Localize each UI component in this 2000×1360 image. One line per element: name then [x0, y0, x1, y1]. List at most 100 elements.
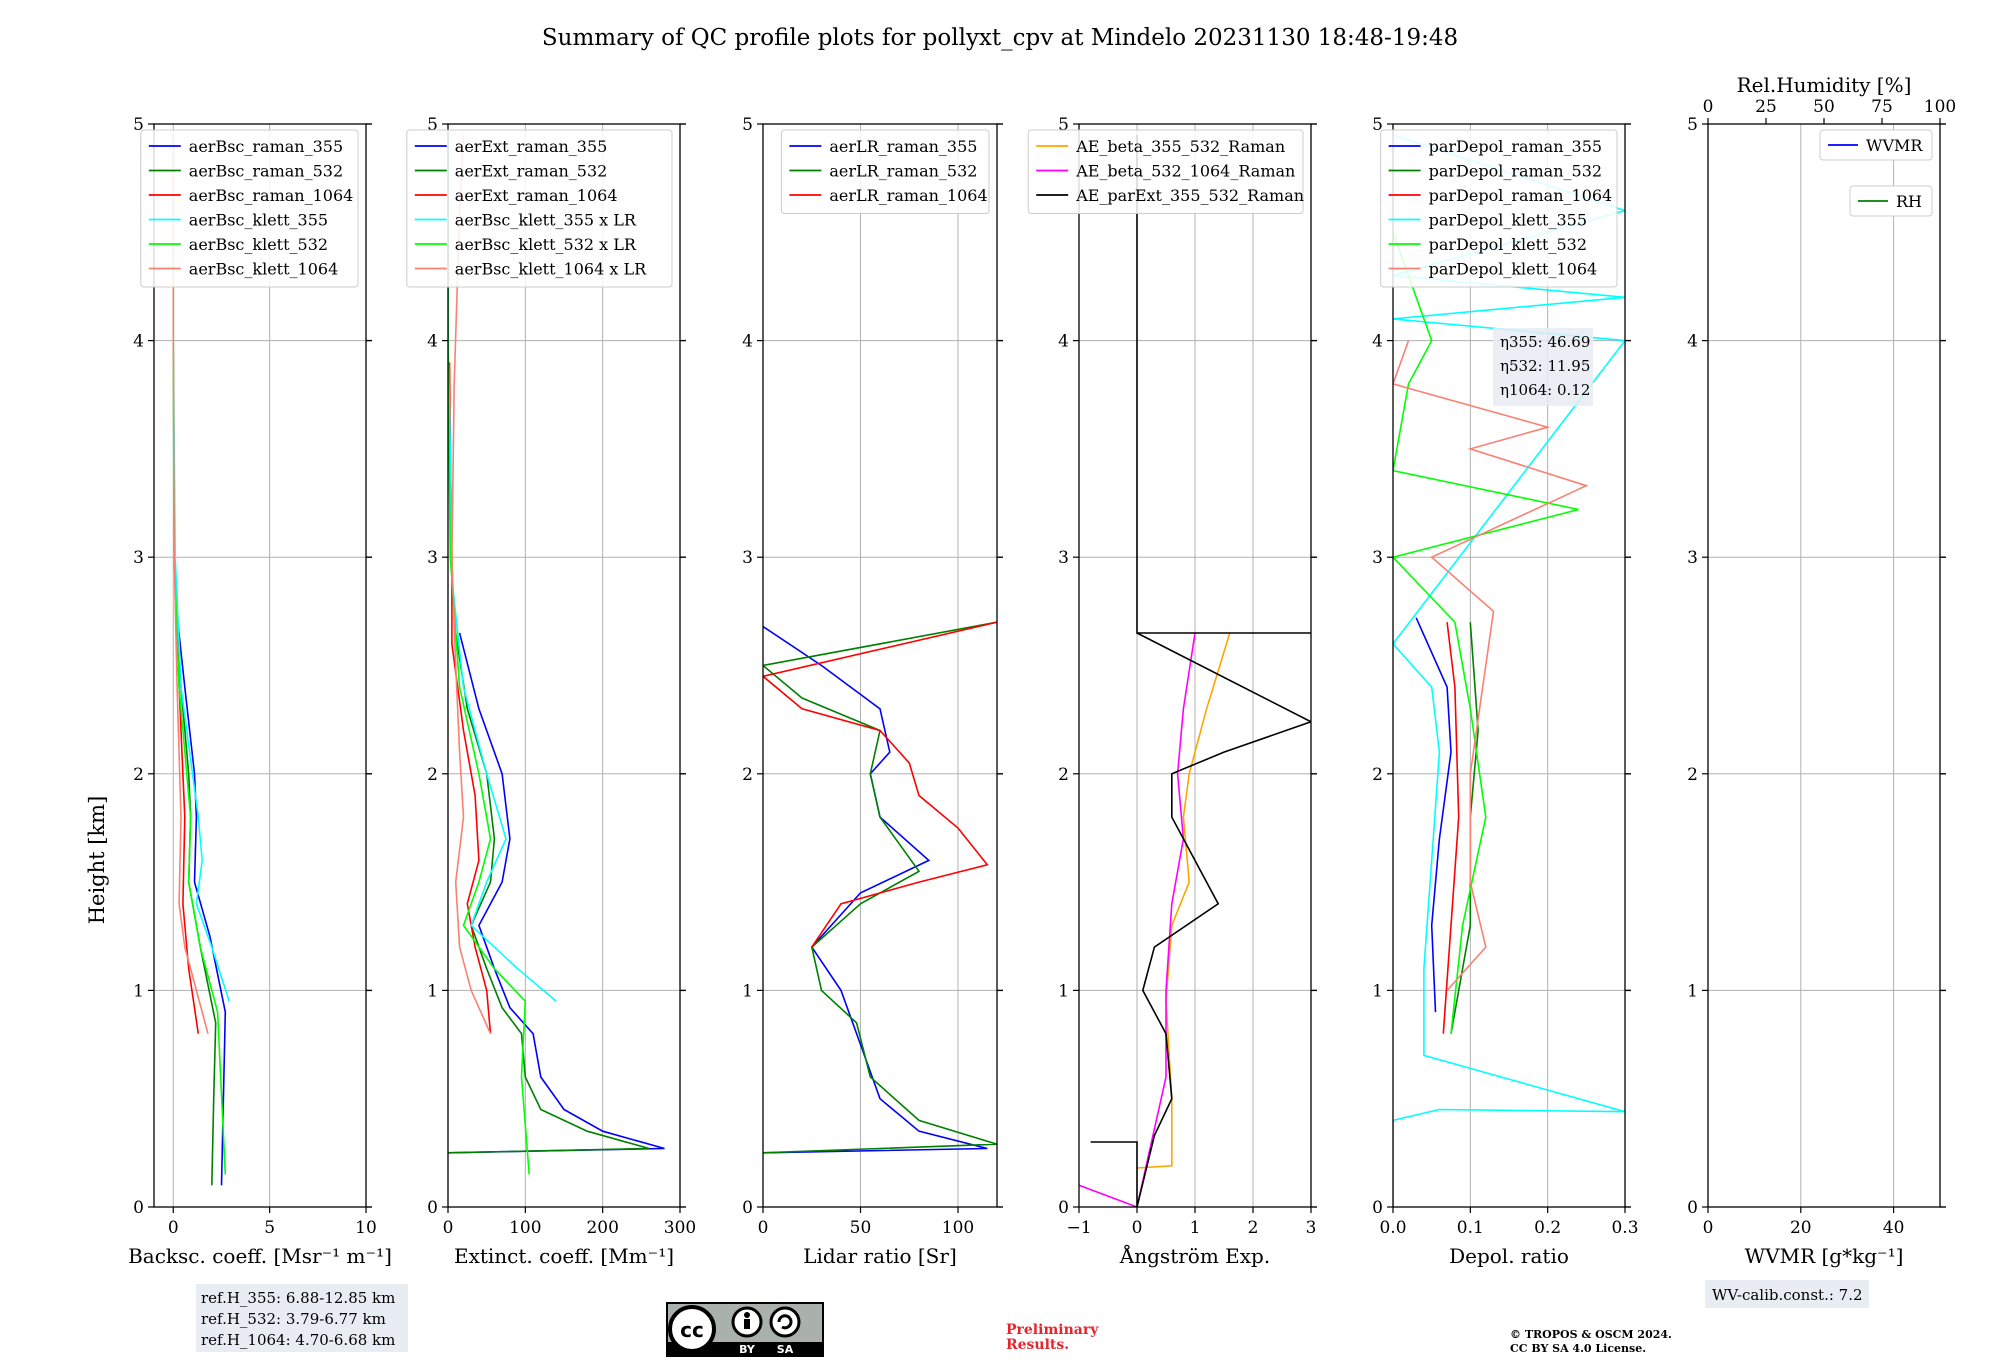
y-tick-label: 0 [133, 1198, 144, 1218]
x-axis-label: WVMR [g*kg⁻¹] [1745, 1244, 1904, 1268]
series-line-aerbsc-klett-1064-x-lr [451, 134, 492, 1035]
cc-by-sa-icon: cc BY SA [666, 1302, 824, 1357]
preliminary-line-1: Preliminary [1006, 1322, 1099, 1338]
series-line-pardepol-raman-1064 [1442, 622, 1460, 1034]
series-line-aerbsc-klett-532-x-lr [448, 134, 530, 1175]
x2-axis-label: Rel.Humidity [%] [1737, 73, 1912, 97]
legend-label: aerBsc_klett_532 x LR [455, 235, 637, 254]
svg-text:η355: 46.69: η355: 46.69 [1500, 333, 1590, 351]
axes-frame [1707, 123, 1941, 1208]
y-tick-label: 4 [1372, 332, 1383, 352]
eta-355-label: η355 [1500, 333, 1538, 351]
y-tick-label: 2 [1372, 765, 1383, 785]
x-tick-label: 300 [664, 1218, 696, 1238]
x-tick-label: 1 [1190, 1218, 1201, 1238]
svg-text:η1064: 0.12: η1064: 0.12 [1500, 381, 1590, 399]
x-tick-label: 0.2 [1534, 1218, 1561, 1238]
x-tick-label: 2 [1248, 1218, 1259, 1238]
legend-label: AE_beta_355_532_Raman [1075, 137, 1285, 156]
eta-532-label: η532 [1500, 357, 1538, 375]
preliminary-line-2: Results. [1006, 1337, 1069, 1353]
reference-height-box: ref.H_355: 6.88-12.85 km ref.H_532: 3.79… [196, 1284, 408, 1352]
x2-tick-label: 50 [1813, 97, 1835, 117]
series-line-pardepol-klett-1064 [1393, 340, 1589, 991]
y-tick-label: 3 [1058, 548, 1069, 568]
x-tick-label: −1 [1066, 1218, 1091, 1238]
legend-label: parDepol_raman_355 [1429, 137, 1602, 156]
chart-panel-5: 0.0 0.1 0.2 0.3 0 1 2 3 4 5 Depol. ratio parDepol_r… [1372, 115, 1638, 1268]
legend-box [780, 129, 990, 214]
series-group [172, 134, 230, 1186]
legend-label: aerExt_raman_1064 [455, 186, 618, 205]
x-axis-label: Extinct. coeff. [Mm⁻¹] [454, 1244, 674, 1268]
legend-label: aerLR_raman_355 [829, 137, 977, 156]
x-tick-label: 0.3 [1611, 1218, 1638, 1238]
legend-label: parDepol_klett_1064 [1429, 260, 1598, 279]
series-line-aerlr-raman-1064 [763, 621, 997, 948]
series-line-aerbsc-klett-1064 [172, 134, 209, 1034]
legend-label: AE_beta_532_1064_Raman [1075, 162, 1295, 181]
legend-label: aerBsc_klett_1064 x LR [455, 260, 647, 279]
y-tick-label: 4 [742, 332, 753, 352]
series-line-aerbsc-raman-355 [176, 615, 227, 1186]
x-axis-label: Depol. ratio [1449, 1244, 1569, 1268]
series-line-aerext-raman-355 [448, 632, 665, 1154]
cc-sa-label: SA [777, 1343, 794, 1356]
eta-532-value: 11.95 [1547, 357, 1590, 375]
axes-frame [1392, 123, 1626, 1208]
series-line-aerlr-raman-532 [763, 621, 997, 1154]
x-tick-label: 20 [1790, 1218, 1812, 1238]
figure-title: Summary of QC profile plots for pollyxt_… [542, 25, 1458, 51]
x-axis-label: Lidar ratio [Sr] [803, 1244, 957, 1268]
legend-label: RH [1896, 192, 1922, 211]
x-tick-label: 0 [1132, 1218, 1143, 1238]
y-tick-label: 0 [1372, 1198, 1383, 1218]
y-tick-label: 3 [1687, 548, 1698, 568]
series-line-pardepol-raman-355 [1415, 617, 1452, 1013]
y-tick-label: 3 [1372, 548, 1383, 568]
x-tick-label: 0 [168, 1218, 179, 1238]
x2-tick-label: 75 [1871, 97, 1893, 117]
y-tick-label: 5 [427, 115, 438, 135]
y-tick-label: 3 [742, 548, 753, 568]
series-line-aerext-raman-532 [448, 632, 650, 1154]
legend-label: AE_parExt_355_532_Raman [1075, 186, 1304, 205]
x-axis-label: Ångström Exp. [1119, 1243, 1270, 1268]
legend-label: aerExt_raman_532 [455, 162, 608, 181]
series-group [448, 134, 665, 1175]
chart-panel-2: 0 100 200 300 0 1 2 3 4 5 Extinct. coeff. [Mm⁻¹] ae… [406, 115, 696, 1268]
chart-panel-6: 0 20 40 0 1 2 3 4 5 WVMR [g*kg⁻¹] 0 25 50 75 100 Rel.Hu… [1687, 73, 1956, 1268]
legend-label: aerLR_raman_532 [829, 162, 977, 181]
wv-calibration-constant: WV-calib.const.: 7.2 [1712, 1286, 1863, 1304]
legend-label: parDepol_raman_1064 [1429, 186, 1613, 205]
legend-box [1380, 129, 1618, 288]
y-tick-label: 0 [427, 1198, 438, 1218]
legend-label: aerBsc_raman_532 [189, 162, 343, 181]
series-line-aerbsc-raman-1064 [175, 615, 200, 1034]
ref-height-532: ref.H_532: 3.79-6.77 km [201, 1310, 386, 1328]
x-tick-label: 3 [1306, 1218, 1317, 1238]
legend-box [406, 129, 673, 288]
y-tick-label: 4 [1058, 332, 1069, 352]
x-tick-label: 40 [1883, 1218, 1905, 1238]
x2-tick-label: 100 [1924, 97, 1956, 117]
y-tick-label: 2 [1058, 765, 1069, 785]
x-tick-label: 0 [1703, 1218, 1714, 1238]
x-tick-label: 0 [758, 1218, 769, 1238]
eta-annotation-box: η355: 46.69 η532: 11.95 η1064: 0.12 [1493, 328, 1593, 406]
legend-label: aerBsc_klett_532 [189, 235, 328, 254]
copyright-line-1: © TROPOS & OSCM 2024. [1510, 1328, 1672, 1341]
legend-label: WVMR [1866, 136, 1923, 155]
legend-label: aerBsc_raman_355 [189, 137, 343, 156]
legend-box [140, 129, 359, 288]
x-tick-label: 5 [264, 1218, 275, 1238]
y-tick-label: 1 [742, 981, 753, 1001]
x-axis-label: Backsc. coeff. [Msr⁻¹ m⁻¹] [128, 1244, 392, 1268]
series-line-ae-beta-532-1064-raman [1079, 632, 1196, 1207]
x-tick-label: 10 [355, 1218, 377, 1238]
series-line-pardepol-klett-355 [1393, 134, 1625, 1207]
axes-frame [447, 123, 681, 1208]
y-tick-label: 4 [427, 332, 438, 352]
